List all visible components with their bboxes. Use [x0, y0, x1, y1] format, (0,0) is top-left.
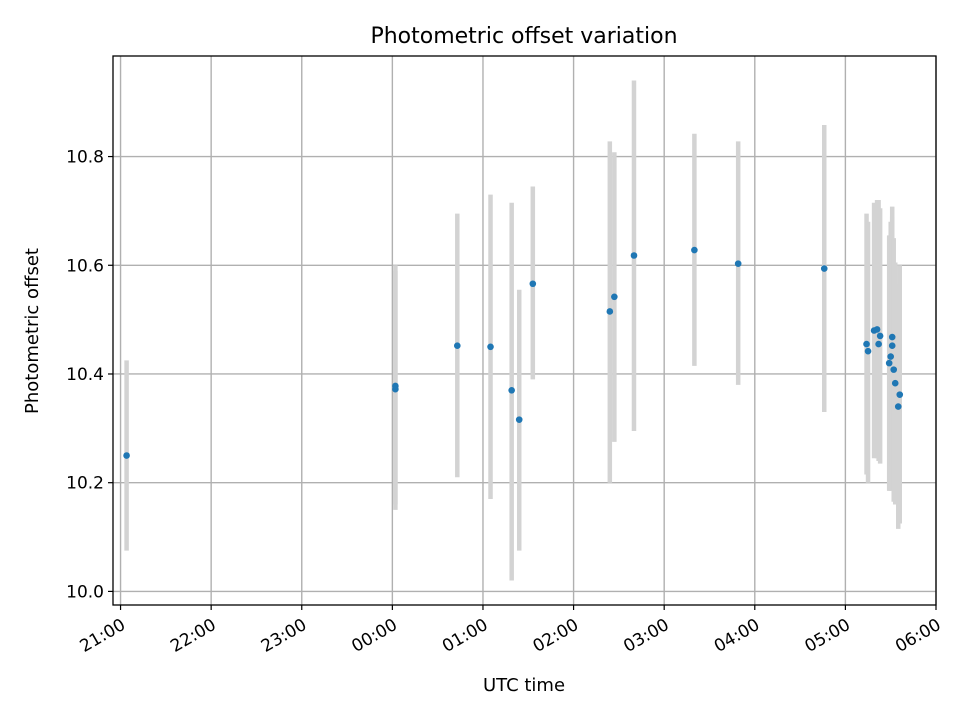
- data-point: [123, 452, 130, 459]
- x-tick-label: 02:00: [530, 615, 582, 657]
- plot-frame: [112, 55, 937, 606]
- data-point: [876, 332, 884, 340]
- data-point: [820, 265, 828, 272]
- data-point: [891, 379, 899, 387]
- data-points: [123, 246, 904, 459]
- x-tick-label: 03:00: [620, 615, 672, 657]
- x-tick-label: 22:00: [167, 615, 219, 657]
- data-point: [885, 359, 893, 367]
- x-tick-label: 05:00: [801, 615, 853, 657]
- data-point: [896, 391, 904, 398]
- data-point: [392, 382, 399, 390]
- data-point: [508, 386, 515, 394]
- x-tick-label: 21:00: [77, 615, 129, 657]
- y-axis: 10.0 10.2 10.4 10.6 10.8: [66, 148, 113, 602]
- data-point: [691, 246, 698, 254]
- data-point: [863, 340, 870, 348]
- x-tick-label: 06:00: [892, 615, 944, 657]
- data-point: [487, 343, 494, 351]
- data-point: [888, 342, 896, 350]
- data-point: [888, 333, 896, 341]
- x-axis-label: UTC time: [483, 675, 565, 696]
- data-point: [894, 403, 902, 410]
- x-axis: 21:00 22:00 23:00 00:00 01:00 02:00 03:00 04:00…: [77, 605, 945, 657]
- data-point: [873, 326, 881, 333]
- x-tick-label: 23:00: [258, 615, 310, 657]
- x-tick-label: 01:00: [439, 615, 491, 657]
- y-tick-label: 10.8: [66, 148, 104, 168]
- data-point: [454, 342, 461, 350]
- y-axis-label: Photometric offset: [22, 248, 43, 414]
- data-point: [606, 308, 614, 315]
- data-point: [529, 280, 537, 288]
- y-tick-label: 10.6: [66, 256, 104, 276]
- grid: [113, 56, 937, 605]
- y-tick-label: 10.4: [66, 365, 104, 385]
- x-tick-label: 00:00: [348, 615, 400, 657]
- y-tick-label: 10.0: [66, 582, 104, 602]
- data-point: [611, 293, 618, 301]
- data-point: [630, 252, 638, 259]
- x-tick-label: 04:00: [711, 615, 763, 657]
- data-point: [515, 416, 523, 423]
- data-point: [890, 366, 898, 373]
- data-point: [875, 340, 882, 348]
- data-point: [864, 347, 872, 355]
- data-point: [734, 260, 742, 267]
- y-tick-label: 10.2: [66, 474, 104, 494]
- data-point: [887, 353, 894, 360]
- error-bars: [124, 80, 903, 581]
- chart-title: Photometric offset variation: [370, 24, 677, 49]
